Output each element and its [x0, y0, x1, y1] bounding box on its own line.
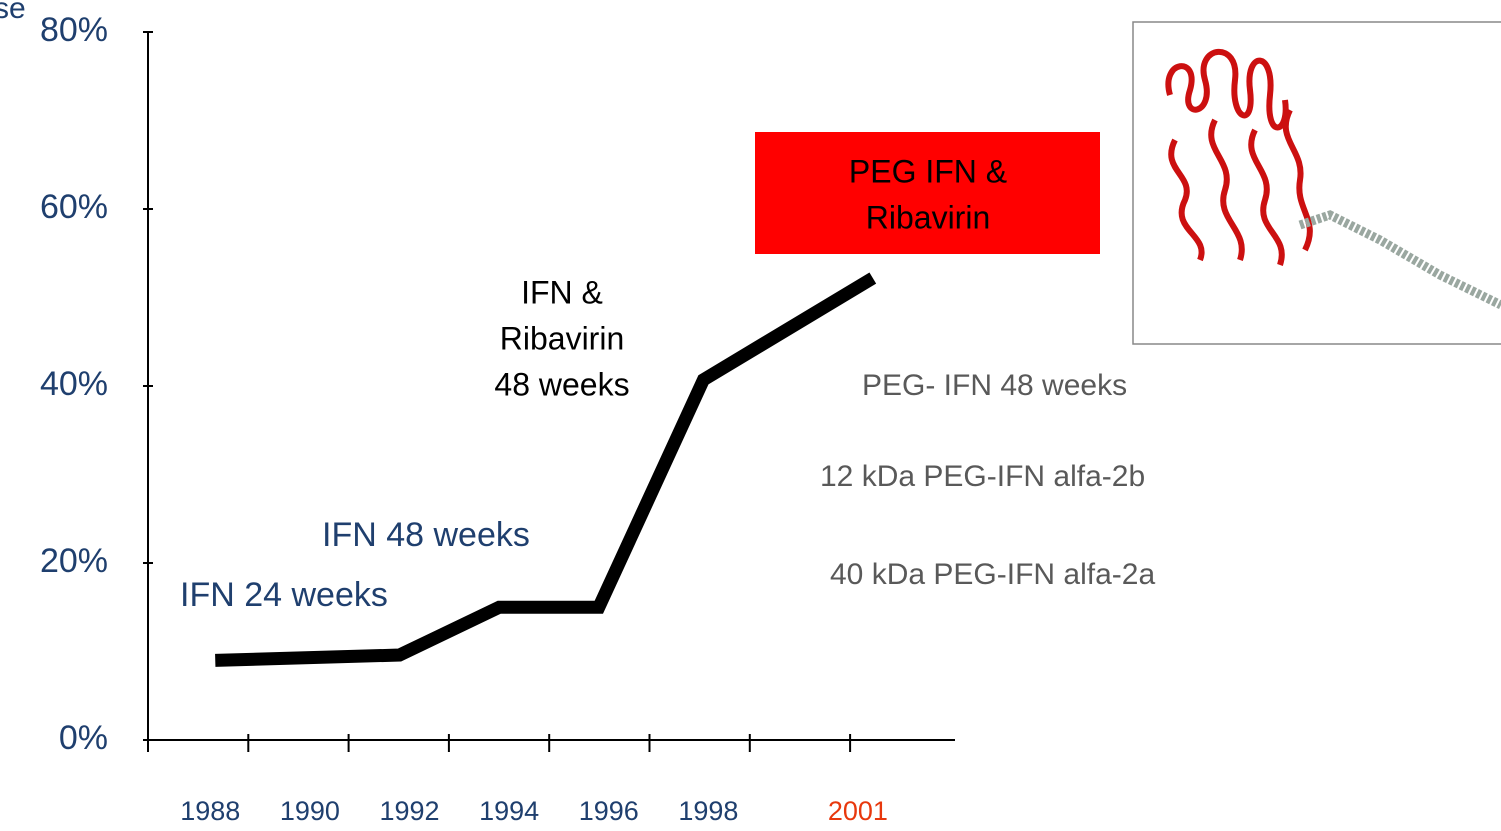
- annotation-text: IFN 48 weeks: [322, 516, 530, 554]
- annotation-box: [755, 132, 1100, 254]
- annotation-text: 12 kDa PEG-IFN alfa-2b: [820, 460, 1145, 493]
- x-tick-label: 1988: [180, 796, 240, 826]
- y-tick-label: 60%: [40, 188, 108, 226]
- peg-chain: [1298, 210, 1501, 310]
- annotation-text: IFN &: [521, 274, 603, 310]
- annotation-text: Ribavirin: [866, 199, 990, 235]
- y-tick-label: 40%: [40, 365, 108, 403]
- x-tick-label: 2001: [828, 796, 888, 826]
- annotation-text: IFN 24 weeks: [180, 576, 388, 614]
- y-axis-label: se: [0, 0, 26, 25]
- protein-ribbon: [1165, 48, 1313, 266]
- x-tick-label: 1992: [379, 796, 439, 826]
- y-tick-label: 80%: [40, 11, 108, 49]
- x-tick-label: 1990: [280, 796, 340, 826]
- annotation-text: 40 kDa PEG-IFN alfa-2a: [830, 558, 1155, 591]
- annotation-text: Ribavirin: [500, 320, 624, 356]
- data-line: [215, 272, 877, 667]
- x-tick-label: 1994: [479, 796, 539, 826]
- annotation-text: 48 weeks: [494, 366, 629, 402]
- y-tick-label: 0%: [59, 719, 108, 757]
- protein-image: [1132, 21, 1501, 345]
- x-tick-label: 1998: [678, 796, 738, 826]
- y-tick-label: 20%: [40, 542, 108, 580]
- annotation-text: PEG- IFN 48 weeks: [862, 369, 1127, 402]
- x-tick-label: 1996: [579, 796, 639, 826]
- annotation-text: PEG IFN &: [849, 153, 1007, 189]
